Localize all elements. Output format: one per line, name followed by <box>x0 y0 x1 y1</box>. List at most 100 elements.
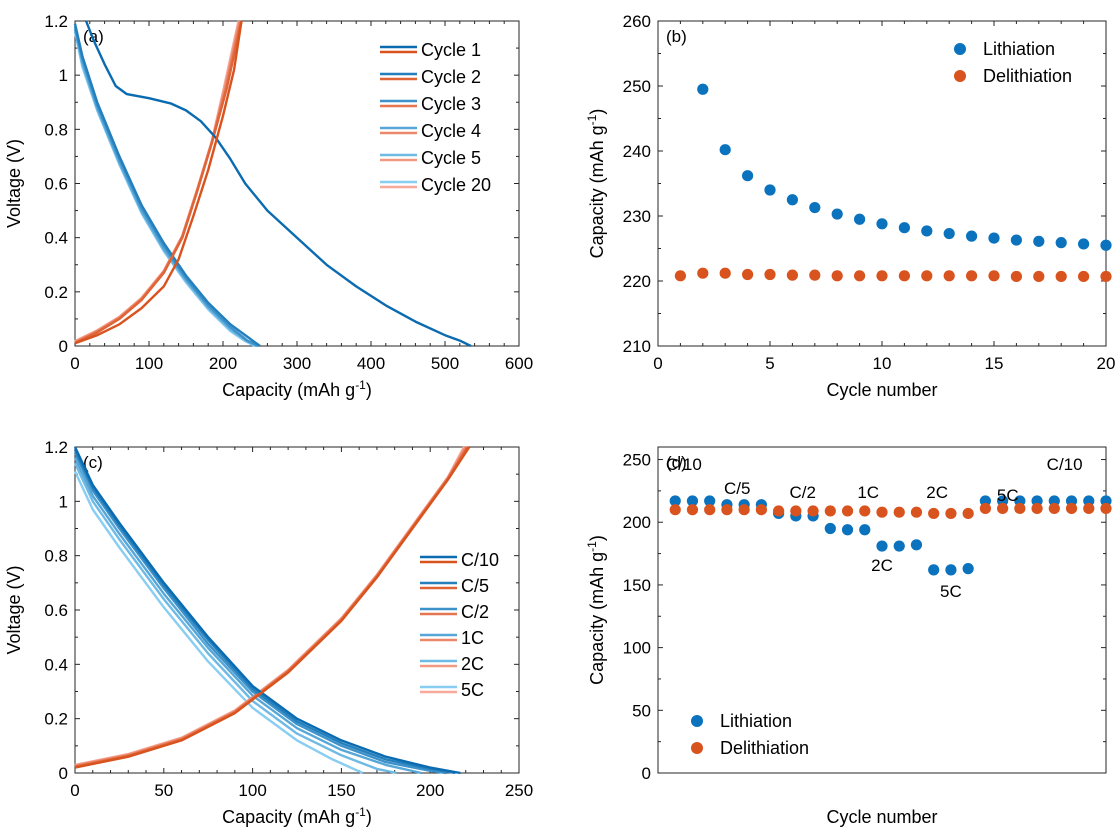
y-tick-label: 200 <box>623 513 651 532</box>
panel-label: (d) <box>666 453 687 472</box>
data-point-lithiation <box>1010 234 1023 246</box>
data-point-delithiation <box>831 270 843 282</box>
data-point-delithiation <box>988 270 1000 282</box>
data-point-delithiation <box>928 507 940 520</box>
x-tick-label: 300 <box>283 354 311 373</box>
panel-d-points <box>669 495 1112 576</box>
data-point-lithiation <box>1100 239 1112 251</box>
x-axis-label-text: Capacity (mAh g <box>222 380 355 400</box>
y-tick-label: 150 <box>623 576 651 595</box>
y-axis-label-sup: -1 <box>585 114 599 125</box>
data-point-lithiation <box>859 524 871 536</box>
data-point-lithiation <box>854 213 866 225</box>
rate-label: 1C <box>857 483 879 502</box>
data-point-lithiation <box>876 540 888 552</box>
data-point-lithiation <box>697 83 709 95</box>
rate-label: C/10 <box>666 455 702 474</box>
y-tick-label: 0.2 <box>44 283 68 302</box>
rate-annotations: C/10 C/5 C/2 1C 2C 5C C/10 2C 5C <box>666 455 1083 601</box>
series-line-lithiation-2C <box>73 462 397 775</box>
data-point-delithiation <box>824 505 836 517</box>
y-tick-label: 0 <box>59 764 68 783</box>
data-point-delithiation <box>876 270 888 282</box>
x-tick-label: 5 <box>765 354 774 373</box>
y-tick-label: 0.6 <box>44 175 68 194</box>
x-tick-label: 200 <box>416 781 444 800</box>
panel-a-axes: 00.20.40.60.811.20 100 200 300 400 500 600(a)C… <box>4 12 533 400</box>
data-point-delithiation <box>738 504 750 516</box>
data-point-delithiation <box>1010 270 1023 283</box>
legend: Lithiation Delithiation <box>954 39 1072 86</box>
x-tick-label: 20 <box>1097 354 1116 373</box>
data-point-delithiation <box>674 270 687 282</box>
y-tick-label: 100 <box>623 639 651 658</box>
series-line-delithiation-C2 <box>74 446 469 768</box>
panel-label: (b) <box>666 27 687 46</box>
y-tick-label: 1 <box>59 66 68 85</box>
data-point-delithiation <box>704 504 716 516</box>
data-point-delithiation <box>809 269 821 281</box>
data-point-lithiation <box>1078 238 1090 250</box>
y-tick-label: 0 <box>642 764 651 783</box>
data-point-lithiation <box>943 227 955 240</box>
legend-marker <box>691 742 703 754</box>
y-tick-label: 220 <box>623 272 651 291</box>
data-point-lithiation <box>669 495 681 507</box>
data-point-lithiation <box>910 539 923 551</box>
y-tick-label: 210 <box>623 337 651 356</box>
panel-c-axes: 0 0.2 0.4 0.6 0.8 1 1.2 0 50 100 150 200 250 (c) Capac… <box>4 438 533 827</box>
legend-label: C/5 <box>461 576 489 596</box>
x-tick-label: 0 <box>70 781 79 800</box>
data-point-lithiation <box>831 208 843 220</box>
legend-label: Lithiation <box>983 39 1055 59</box>
y-tick-label: 0.6 <box>44 601 68 620</box>
data-point-delithiation <box>1014 502 1026 515</box>
x-tick-label: 100 <box>238 781 266 800</box>
data-point-lithiation <box>809 201 821 214</box>
data-point-delithiation <box>943 270 955 282</box>
legend-label: Delithiation <box>983 66 1072 86</box>
x-tick-label: 150 <box>327 781 355 800</box>
y-axis-label-text: Voltage (V) <box>4 565 24 654</box>
series-line-lithiation-C2 <box>73 451 447 775</box>
data-point-delithiation <box>686 504 699 516</box>
data-point-delithiation <box>841 505 854 517</box>
data-point-delithiation <box>755 504 767 516</box>
series-line-delithiation-C10 <box>74 446 471 769</box>
y-tick-label: 50 <box>632 701 651 720</box>
x-tick-label: 400 <box>357 354 385 373</box>
data-point-delithiation <box>945 507 957 520</box>
x-axis-label: Cycle number <box>826 380 937 400</box>
data-point-lithiation <box>686 495 699 507</box>
series-line-delithiation-C5 <box>74 446 469 769</box>
y-tick-label: 0.8 <box>44 120 68 139</box>
data-point-delithiation <box>921 270 933 282</box>
panel-a-curves <box>73 20 472 348</box>
panel-b-axes: 210 220 230 240 250 260 0 5 10 15 20 (b) Cycle numbe… <box>585 12 1115 400</box>
panel-d-axes: 0 50 100 150 200 250 (d) Cycle number Capacity (… <box>585 446 1107 827</box>
series-line-delithiation-2C <box>74 446 467 767</box>
data-point-delithiation <box>997 502 1009 515</box>
y-tick-label: 1.2 <box>44 438 68 457</box>
legend-label: Cycle 4 <box>421 121 481 141</box>
y-axis-label: Capacity (mAh g-1) <box>585 109 607 259</box>
x-axis-label: Capacity (mAh g-1) <box>222 378 372 400</box>
series-line-lithiation-C10 <box>73 446 461 775</box>
y-tick-label: 250 <box>623 77 651 96</box>
series-line-lithiation-5C <box>73 470 364 775</box>
x-tick-label: 250 <box>505 781 533 800</box>
x-axis-label-tail: ) <box>366 807 372 827</box>
data-point-delithiation <box>719 267 731 279</box>
rate-label: 5C <box>997 486 1019 505</box>
x-axis-label-text: Cycle number <box>826 380 937 400</box>
legend-label: C/10 <box>461 550 499 570</box>
data-point-lithiation <box>841 524 854 536</box>
legend-label: Lithiation <box>720 711 792 731</box>
y-tick-label: 250 <box>623 451 651 470</box>
y-axis-label: Voltage (V) <box>4 565 24 654</box>
data-point-delithiation <box>1055 270 1067 283</box>
series-line-delithiation-1C <box>74 446 467 768</box>
legend-marker <box>954 70 966 82</box>
panel-b-points <box>674 83 1112 283</box>
